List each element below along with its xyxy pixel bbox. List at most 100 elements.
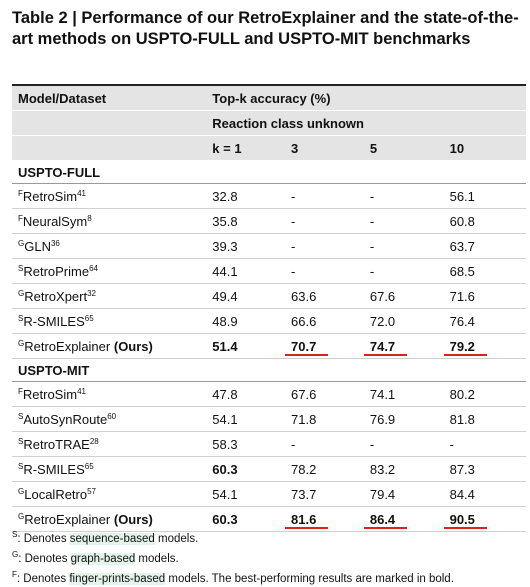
data-row: SRetroPrime64 44.1 - - 68.5 [12, 258, 526, 284]
value-cell: 84.4 [443, 481, 526, 507]
model-type: G [18, 238, 25, 248]
model-name: R-SMILES [23, 461, 85, 477]
model-cell: GGLN36 [12, 233, 207, 259]
data-row: FRetroSim41 47.8 67.6 74.1 80.2 [12, 381, 526, 407]
value: 49.4 [212, 288, 238, 304]
value-cell: 87.3 [443, 456, 526, 482]
model-name: AutoSynRoute [23, 411, 108, 427]
value-cell: - [285, 233, 364, 259]
model-type: F [18, 188, 23, 198]
table-title: Table 2 | Performance of our RetroExplai… [12, 9, 519, 48]
model-cell: SAutoSynRoute60 [12, 406, 207, 432]
data-row: GRetroXpert32 49.4 63.6 67.6 71.6 [12, 283, 526, 309]
footnote-mark: G [12, 550, 19, 559]
value: 51.4 [212, 338, 238, 354]
value: - [291, 263, 296, 279]
footnote: F: Denotes finger-prints-based models. T… [12, 567, 454, 587]
value: 84.4 [449, 486, 475, 502]
header-cell: Top-k accuracy (%) [206, 84, 526, 111]
value: 67.6 [291, 386, 317, 402]
model-suffix: (Ours) [113, 511, 153, 527]
value: 79.4 [369, 486, 396, 502]
value-cell: 58.3 [206, 431, 285, 457]
header-cell: Reaction class unknown [206, 110, 526, 136]
footnotes: S: Denotes sequence-based models. G: Deno… [12, 527, 454, 587]
value: - [369, 213, 375, 229]
value-cell: 78.2 [285, 456, 364, 482]
k-label: 3 [291, 140, 299, 156]
model-cell: FNeuralSym8 [12, 208, 207, 234]
footnote-text: : Denotes [17, 533, 70, 545]
value: - [291, 436, 296, 452]
header-cell [12, 135, 207, 161]
footnote-text: : Denotes [18, 553, 71, 565]
value-cell: 63.6 [285, 283, 364, 309]
header-label: Reaction class unknown [212, 115, 364, 131]
value: - [291, 238, 296, 254]
value: 56.1 [449, 188, 475, 204]
k-label: 5 [369, 140, 378, 156]
value-cell: - [285, 183, 364, 209]
value: 58.3 [212, 436, 238, 452]
model-type: G [18, 288, 25, 298]
value-cell: 54.1 [206, 481, 285, 507]
value: 71.6 [449, 288, 475, 304]
data-row: SR-SMILES65 60.3 78.2 83.2 87.3 [12, 456, 526, 482]
model-name: RetroXpert [24, 288, 88, 304]
footnote-text: models. The best-performing results are … [165, 573, 454, 585]
value: - [449, 436, 454, 452]
model-cell: SR-SMILES65 [12, 456, 207, 482]
header-label: Model/Dataset [18, 90, 107, 106]
citation: 32 [87, 288, 97, 298]
value: 71.8 [291, 411, 317, 427]
value-cell: 32.8 [206, 183, 285, 209]
model-name: RetroSim [22, 386, 78, 402]
value-cell: 71.8 [285, 406, 364, 432]
table-body: Model/Dataset Top-k accuracy (%) Reaction … [12, 84, 526, 532]
value-cell: 63.7 [443, 233, 526, 259]
section-row: USPTO-MIT [12, 358, 526, 382]
citation: 64 [89, 263, 98, 273]
value-cell: 35.8 [206, 208, 285, 234]
citation: 8 [87, 213, 92, 223]
value: 47.8 [212, 386, 238, 402]
model-name: RetroPrime [23, 263, 90, 279]
value-cell: - [285, 258, 364, 284]
value-cell: - [285, 208, 364, 234]
value: 44.1 [212, 263, 238, 279]
citation: 41 [77, 386, 86, 396]
header-cell: 10 [443, 135, 526, 161]
value-cell: 74.7 [363, 333, 444, 359]
section-cell: USPTO-FULL [12, 160, 526, 184]
data-row: FNeuralSym8 35.8 - - 60.8 [12, 208, 526, 234]
section-name: USPTO-MIT [18, 362, 90, 378]
model-name: NeuralSym [22, 213, 88, 229]
value: 83.2 [369, 461, 396, 477]
footnote: S: Denotes sequence-based models. [12, 527, 454, 547]
value: 60.3 [212, 461, 238, 477]
value: 32.8 [212, 188, 238, 204]
value-cell: - [363, 233, 444, 259]
model-type: F [18, 386, 23, 396]
value-cell: 51.4 [206, 333, 285, 359]
value: 80.2 [449, 386, 475, 402]
value-cell: 67.6 [285, 381, 364, 407]
value: - [291, 213, 296, 229]
data-row: SR-SMILES65 48.9 66.6 72.0 76.4 [12, 308, 526, 334]
model-name: GLN [24, 238, 51, 254]
value-cell: - [285, 431, 364, 457]
header-row: k = 1 3 5 10 [12, 135, 526, 161]
value: 79.2 [443, 338, 487, 356]
value-cell: 73.7 [285, 481, 364, 507]
model-type: S [18, 411, 24, 421]
model-name: RetroTRAE [23, 436, 90, 452]
model-cell: GLocalRetro57 [12, 481, 207, 507]
value-cell: 74.1 [363, 381, 444, 407]
model-cell: GRetroXpert32 [12, 283, 207, 309]
value: 76.4 [449, 313, 475, 329]
data-row: GLocalRetro57 54.1 73.7 79.4 84.4 [12, 481, 526, 507]
data-row: FRetroSim41 32.8 - - 56.1 [12, 183, 526, 209]
model-name: LocalRetro [24, 486, 88, 502]
footnote-text: models. [154, 533, 199, 545]
value-cell: 76.9 [363, 406, 444, 432]
